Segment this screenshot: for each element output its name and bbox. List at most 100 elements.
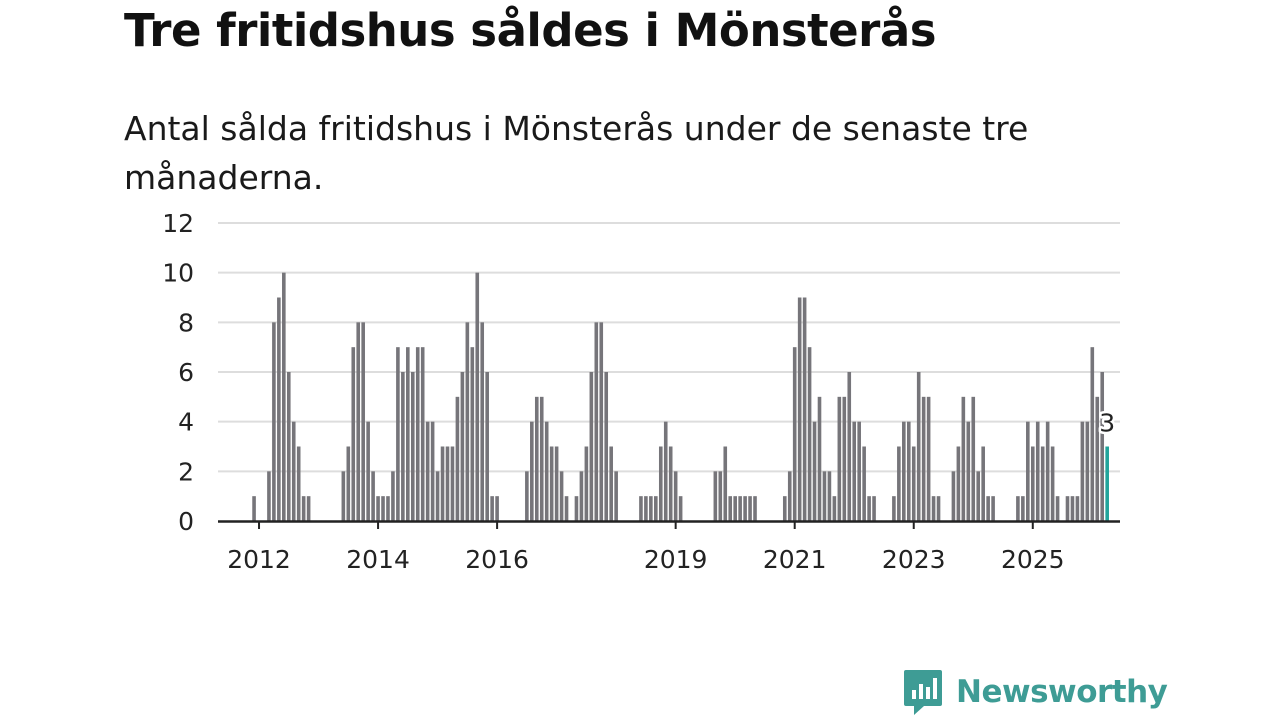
bar: [584, 446, 589, 521]
bar: [1090, 347, 1095, 521]
highlighted-bar: [1105, 446, 1109, 521]
x-tick-label: 2025: [1001, 545, 1065, 574]
bar: [872, 496, 876, 521]
bar: [391, 471, 395, 521]
bar: [733, 496, 737, 521]
bar: [475, 272, 480, 521]
bar: [1070, 496, 1075, 521]
bar: [291, 421, 296, 521]
bar: [579, 471, 584, 521]
bar: [594, 322, 599, 521]
bar: [485, 372, 489, 521]
bar: [341, 471, 346, 521]
bar: [842, 396, 847, 521]
chart-subtitle: Antal sålda fritidshus i Mönsterås under…: [124, 109, 1029, 197]
bar: [430, 421, 435, 521]
bar: [346, 446, 351, 521]
bar: [252, 496, 256, 521]
y-tick-label: 8: [178, 308, 194, 337]
bar: [525, 471, 529, 521]
bar: [1045, 421, 1050, 521]
bar: [554, 446, 559, 521]
y-tick-label: 2: [178, 457, 194, 486]
bar: [306, 496, 311, 521]
x-tick-label: 2023: [882, 545, 946, 574]
bar: [832, 496, 837, 521]
bar: [906, 421, 911, 521]
bar: [852, 421, 857, 521]
bar: [1040, 446, 1045, 521]
bar: [361, 322, 365, 521]
bar: [956, 446, 961, 521]
bar: [465, 322, 470, 521]
bar: [396, 347, 400, 521]
bar: [892, 496, 896, 521]
bar: [658, 446, 663, 521]
bar: [609, 446, 613, 521]
x-tick-label: 2014: [346, 545, 410, 574]
bar: [544, 421, 549, 521]
bar: [1050, 446, 1055, 521]
bar: [678, 496, 683, 521]
bar: [867, 496, 871, 521]
newsworthy-logo-icon: [904, 670, 942, 715]
bar: [435, 471, 440, 521]
bar: [1035, 421, 1040, 521]
bar: [792, 347, 797, 521]
bar: [668, 446, 673, 521]
bar: [589, 372, 594, 521]
bar: [539, 396, 544, 521]
bar: [495, 496, 499, 521]
bar: [713, 471, 718, 521]
bar: [1021, 496, 1025, 521]
bar: [673, 471, 678, 521]
x-tick-label: 2019: [644, 545, 708, 574]
y-tick-label: 12: [162, 209, 194, 238]
bar: [296, 446, 301, 521]
bar: [728, 496, 733, 521]
bar: [381, 496, 385, 521]
brand-name: Newsworthy: [956, 674, 1168, 710]
bar: [936, 496, 941, 521]
bar: [926, 396, 931, 521]
bar: [644, 496, 648, 521]
bar: [847, 372, 852, 521]
bar: [817, 396, 822, 521]
bar: [862, 446, 866, 521]
bar: [415, 347, 420, 521]
bar: [902, 421, 906, 521]
bar: [272, 322, 276, 521]
bar: [1026, 421, 1030, 521]
bar: [649, 496, 653, 521]
bar: [564, 496, 569, 521]
bar: [782, 496, 787, 521]
bar: [738, 496, 742, 521]
bar: [857, 421, 861, 521]
bar: [406, 347, 410, 521]
bar: [1016, 496, 1020, 521]
bar: [480, 322, 485, 521]
bar: [976, 471, 981, 521]
bar: [286, 372, 291, 521]
bar: [604, 372, 609, 521]
bar: [911, 446, 916, 521]
bar: [460, 372, 465, 521]
bar: [376, 496, 380, 521]
bar: [470, 347, 475, 521]
bar: [718, 471, 723, 521]
x-tick-label: 2021: [763, 545, 827, 574]
bar: [301, 496, 306, 521]
bar: [277, 297, 281, 521]
bar: [837, 396, 842, 521]
bar: [1075, 496, 1080, 521]
bar: [356, 322, 361, 521]
bar: [921, 396, 926, 521]
bar: [490, 496, 494, 521]
bar: [991, 496, 995, 521]
last-value-label: 3: [1099, 409, 1115, 438]
y-tick-label: 6: [178, 358, 194, 387]
bar: [371, 471, 375, 521]
bar: [897, 446, 901, 521]
bar: [663, 421, 668, 521]
